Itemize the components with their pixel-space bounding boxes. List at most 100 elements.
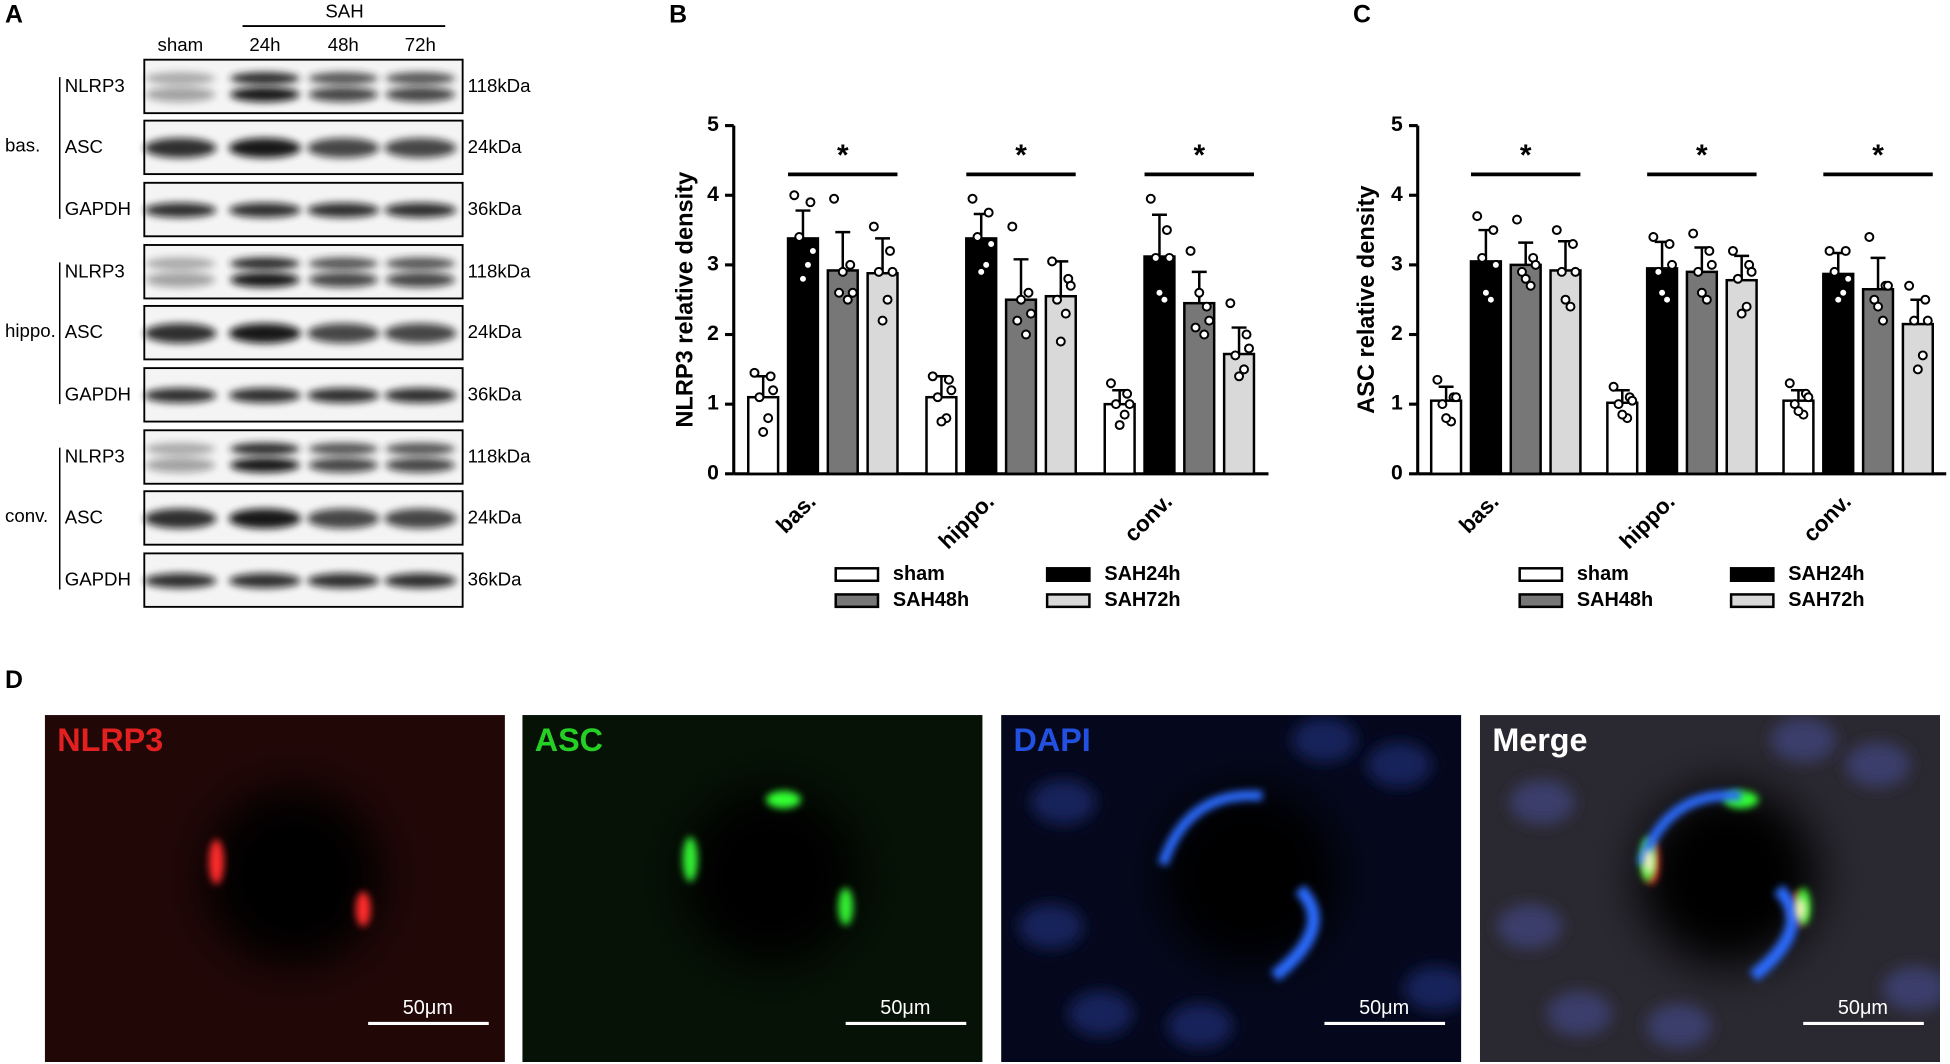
data-point [1244, 343, 1254, 354]
region-label: conv. [5, 505, 48, 526]
data-point [1055, 336, 1066, 347]
vessel-lumen [203, 787, 384, 967]
legend-label: sham [893, 563, 945, 585]
data-point [877, 315, 888, 326]
data-point [1551, 225, 1562, 236]
colocalization [1644, 849, 1654, 875]
data-point [932, 392, 943, 403]
legend-swatch [1518, 593, 1564, 609]
bar [1004, 298, 1038, 476]
bar [1861, 288, 1895, 476]
data-point [983, 207, 994, 218]
y-tick-label: 5 [707, 113, 719, 136]
data-point [1873, 301, 1884, 312]
error-bar [1614, 388, 1630, 403]
significance-mark: * [1520, 139, 1532, 172]
bar [925, 395, 958, 476]
data-point [1185, 245, 1196, 256]
blot-band [384, 508, 457, 529]
asc-signal [766, 790, 801, 809]
data-point [1145, 193, 1156, 204]
data-point [927, 371, 938, 382]
bar [866, 271, 899, 476]
data-point [1657, 287, 1668, 298]
micrograph: DAPI 50μm [1001, 715, 1462, 1063]
micrograph-content [522, 715, 983, 1063]
scale-bar-label: 50μm [1838, 997, 1888, 1019]
data-point [1225, 298, 1236, 309]
blot-band [230, 87, 300, 102]
data-point [1843, 273, 1854, 284]
bar [1685, 270, 1719, 476]
error-bar [1152, 213, 1167, 257]
y-tick-label: 0 [1391, 461, 1403, 484]
data-point [1124, 399, 1135, 410]
legend-label: SAH72h [1104, 589, 1180, 611]
data-point [754, 392, 765, 403]
micrograph: ASC 50μm [522, 715, 983, 1063]
protein-label: GAPDH [65, 569, 131, 590]
data-point [1451, 392, 1462, 403]
data-point [845, 259, 856, 270]
data-point [1110, 399, 1121, 410]
data-point [1480, 287, 1491, 298]
bar [826, 269, 859, 476]
data-point [1838, 287, 1849, 298]
data-point [1204, 315, 1215, 326]
blot-band [308, 72, 379, 85]
protein-label: NLRP3 [65, 75, 125, 96]
bar [1901, 322, 1935, 476]
blot-band [230, 257, 300, 270]
y-tick-label: 3 [707, 252, 719, 275]
data-point [986, 239, 997, 249]
y-tick-label: 2 [707, 322, 719, 345]
data-point [1704, 245, 1715, 256]
blot-band [384, 323, 457, 344]
bar [786, 237, 820, 476]
x-tick-label: conv. [1119, 489, 1177, 547]
data-point [797, 273, 808, 284]
bar [965, 237, 998, 476]
x-tick-label: conv. [1798, 489, 1856, 547]
data-point [1560, 294, 1571, 305]
significance-mark: * [837, 139, 849, 172]
data-point [1201, 301, 1212, 312]
data-point [1194, 287, 1205, 298]
data-point [1114, 420, 1125, 431]
blot-band [307, 387, 380, 403]
panel-letter: B [669, 1, 687, 29]
data-point [829, 193, 840, 204]
blot-band [230, 442, 300, 456]
significance-mark: * [1193, 139, 1205, 172]
data-point [976, 266, 987, 277]
blot-band [307, 323, 380, 344]
legend-swatch [1729, 567, 1775, 582]
data-point [1230, 350, 1241, 361]
y-tick-label: 5 [1391, 113, 1403, 136]
data-point [1833, 294, 1844, 305]
channel-label: DAPI [1014, 722, 1091, 758]
legend-swatch [834, 593, 880, 609]
significance-mark: * [1696, 139, 1708, 172]
protein-label: ASC [65, 321, 103, 342]
bar-chart: ASC relative density 0 1 2 3 4 5 bas. * hippo. * co… [1354, 113, 1947, 611]
data-point [887, 266, 898, 277]
blot-band [144, 387, 217, 403]
data-point [1437, 399, 1448, 410]
data-point [1060, 308, 1071, 319]
data-point [868, 221, 879, 232]
lane-label: 24h [249, 34, 280, 55]
data-point [1199, 329, 1210, 340]
bar [1044, 294, 1077, 476]
blot-band [228, 323, 301, 344]
size-label: 24kDa [468, 136, 523, 157]
panel-letters: A B C D [5, 1, 1371, 694]
lane-label: 72h [405, 34, 436, 55]
data-point [1472, 211, 1483, 222]
channel-label: Merge [1492, 722, 1587, 758]
significance-mark: * [1872, 139, 1884, 172]
vessel-lumen [1639, 787, 1819, 967]
data-point [807, 245, 818, 256]
blot-band [144, 573, 217, 589]
